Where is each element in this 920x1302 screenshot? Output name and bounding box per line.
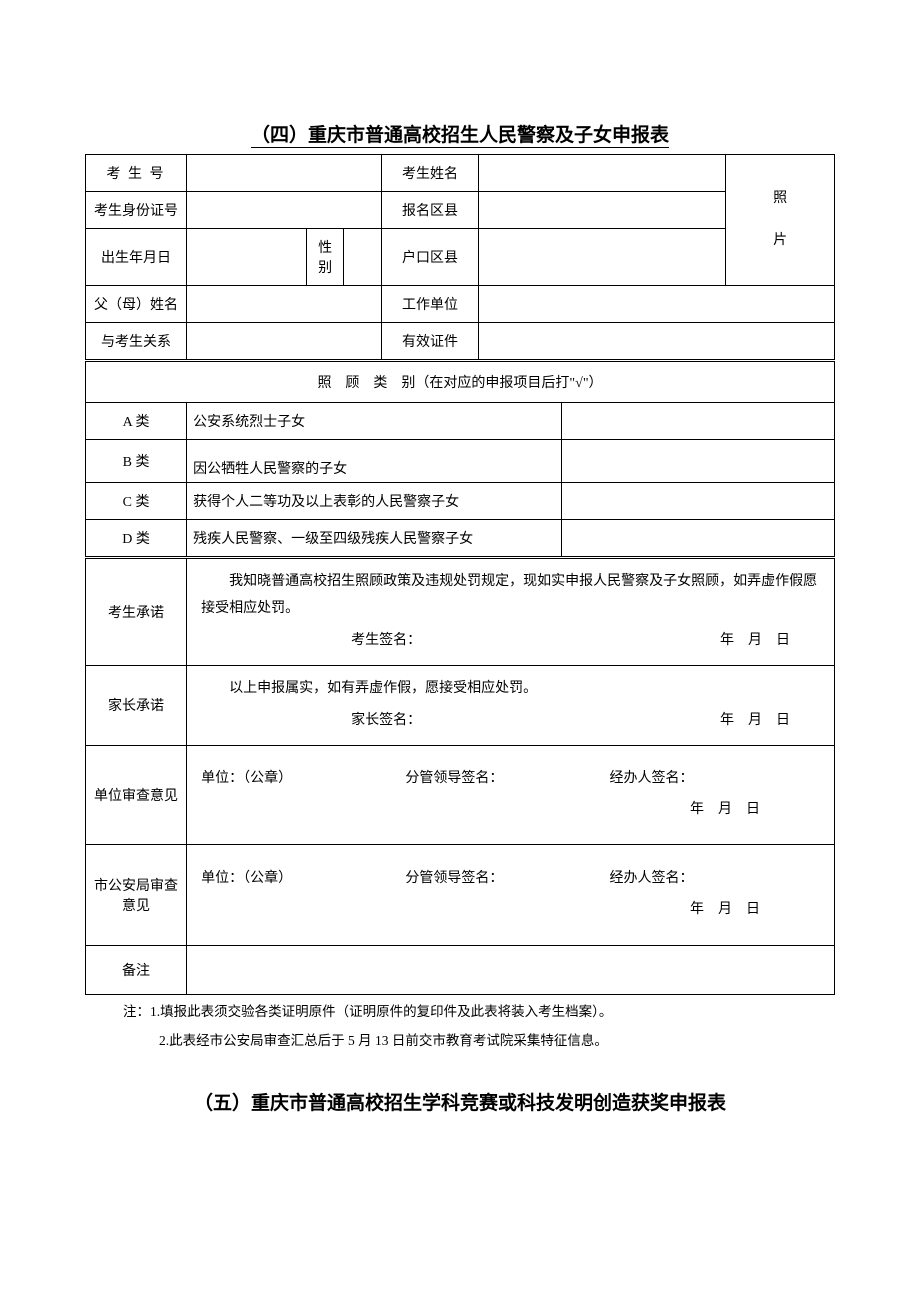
field-birth[interactable] [187, 229, 307, 286]
label-reg-county: 报名区县 [381, 192, 478, 229]
city-seal-label: 单位：（公章） [201, 864, 405, 895]
field-reg-county[interactable] [479, 192, 726, 229]
label-gender: 性别 [306, 229, 343, 286]
unit-handler-sig: 经办人签名： [610, 764, 820, 795]
label-catA: A 类 [86, 403, 187, 440]
photo-area: 照 片 [726, 155, 835, 286]
label-relation: 与考生关系 [86, 323, 187, 361]
check-catB[interactable] [561, 440, 834, 483]
stu-commit-content: 我知晓普通高校招生照顾政策及违规处罚规定，现如实申报人民警察及子女照顾，如弄虚作… [187, 558, 835, 666]
field-gender[interactable] [344, 229, 381, 286]
parent-commit-text: 以上申报属实，如有弄虚作假，愿接受相应处罚。 [201, 676, 820, 703]
label-parent-commit: 家长承诺 [86, 665, 187, 745]
parent-commit-content: 以上申报属实，如有弄虚作假，愿接受相应处罚。 家长签名： 年 月 日 [187, 665, 835, 745]
label-city-review: 市公安局审查意见 [86, 844, 187, 945]
field-exam-no[interactable] [187, 155, 382, 192]
label-work-unit: 工作单位 [381, 286, 478, 323]
desc-catC: 获得个人二等功及以上表彰的人民警察子女 [187, 483, 561, 520]
form4-table: 考 生 号 考生姓名 照 片 考生身份证号 报名区县 出生年月日 性别 户口区县… [85, 154, 835, 995]
city-review-content: 单位：（公章） 分管领导签名： 经办人签名： 年 月 日 [187, 844, 835, 945]
parent-sig-label: 家长签名： [351, 708, 421, 735]
check-catC[interactable] [561, 483, 834, 520]
unit-review-content: 单位：（公章） 分管领导签名： 经办人签名： 年 月 日 [187, 745, 835, 844]
note-1: 注：1.填报此表须交验各类证明原件（证明原件的复印件及此表将装入考生档案）。 [85, 1001, 835, 1024]
label-stu-commit: 考生承诺 [86, 558, 187, 666]
field-parent-name[interactable] [187, 286, 382, 323]
field-relation[interactable] [187, 323, 382, 361]
unit-date: 年 月 日 [201, 795, 760, 826]
form4-title: （四）重庆市普通高校招生人民警察及子女申报表 [251, 120, 669, 148]
photo-label-1: 照 [773, 191, 787, 206]
check-catD[interactable] [561, 520, 834, 558]
label-id-no: 考生身份证号 [86, 192, 187, 229]
stu-commit-text: 我知晓普通高校招生照顾政策及违规处罚规定，现如实申报人民警察及子女照顾，如弄虚作… [201, 569, 820, 622]
label-exam-no: 考 生 号 [86, 155, 187, 192]
check-catA[interactable] [561, 403, 834, 440]
field-id-no[interactable] [187, 192, 382, 229]
city-handler-sig: 经办人签名： [610, 864, 820, 895]
desc-catB: 因公牺牲人民警察的子女 [187, 440, 561, 483]
desc-catD: 残疾人民警察、一级至四级残疾人民警察子女 [187, 520, 561, 558]
label-valid-id: 有效证件 [381, 323, 478, 361]
label-name: 考生姓名 [381, 155, 478, 192]
field-valid-id[interactable] [479, 323, 835, 361]
label-catB: B 类 [86, 440, 187, 483]
field-hukou[interactable] [479, 229, 726, 286]
desc-catA: 公安系统烈士子女 [187, 403, 561, 440]
label-birth: 出生年月日 [86, 229, 187, 286]
unit-leader-sig: 分管领导签名： [405, 764, 609, 795]
label-catC: C 类 [86, 483, 187, 520]
label-hukou: 户口区县 [381, 229, 478, 286]
note-2: 2.此表经市公安局审查汇总后于 5 月 13 日前交市教育考试院采集特征信息。 [85, 1030, 835, 1053]
parent-date: 年 月 日 [720, 708, 790, 735]
stu-sig-label: 考生签名： [351, 628, 421, 655]
form5-title: （五）重庆市普通高校招生学科竞赛或科技发明创造获奖申报表 [85, 1088, 835, 1115]
label-catD: D 类 [86, 520, 187, 558]
photo-label-2: 片 [773, 233, 787, 248]
city-date: 年 月 日 [201, 895, 760, 926]
city-leader-sig: 分管领导签名： [405, 864, 609, 895]
unit-seal-label: 单位：（公章） [201, 764, 405, 795]
field-name[interactable] [479, 155, 726, 192]
label-unit-review: 单位审查意见 [86, 745, 187, 844]
care-category-header: 照 顾 类 别（在对应的申报项目后打"√"） [86, 361, 835, 403]
stu-date: 年 月 日 [720, 628, 790, 655]
label-parent-name: 父（母）姓名 [86, 286, 187, 323]
field-work-unit[interactable] [479, 286, 835, 323]
field-remark[interactable] [187, 945, 835, 994]
label-remark: 备注 [86, 945, 187, 994]
